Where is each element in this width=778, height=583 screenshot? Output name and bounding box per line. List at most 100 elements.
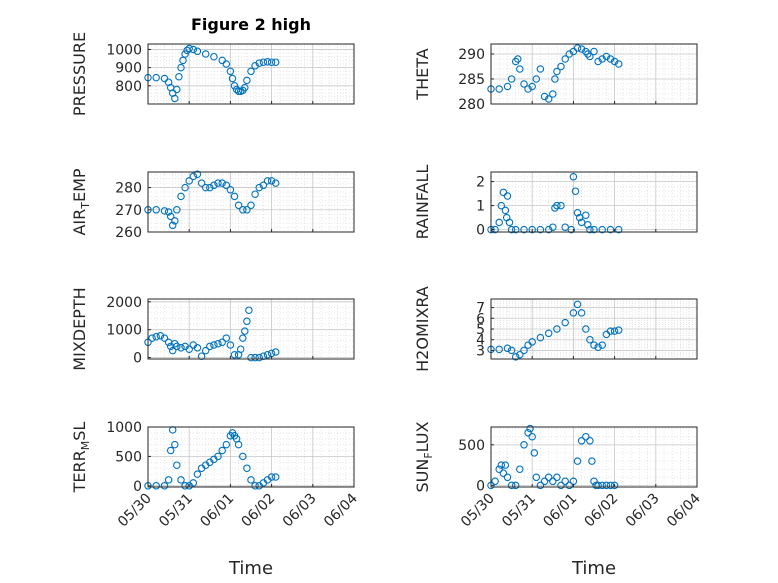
data-point-pressure (193, 47, 202, 56)
plot-area-rainfall (491, 172, 697, 232)
data-point-pressure (175, 72, 183, 81)
data-point-mixdepth (251, 353, 259, 362)
data-point-rainfall (577, 218, 586, 227)
data-point-mixdepth (193, 344, 202, 352)
data-point-rainfall (569, 173, 578, 181)
data-point-mixdepth (218, 338, 226, 347)
y-tick-label: 800 (115, 79, 142, 95)
data-point-terr-msl (189, 479, 198, 487)
y-tick-label: 260 (115, 225, 142, 241)
data-point-theta (557, 62, 565, 71)
figure-title: Figure 2 high (191, 15, 311, 34)
data-point-theta (532, 75, 541, 83)
x-tick-label: 06/01 (197, 491, 237, 531)
data-point-rainfall (536, 225, 545, 234)
y-tick-label: 0 (133, 479, 142, 495)
data-point-theta (549, 90, 557, 98)
y-tick-label: 1000 (106, 420, 142, 436)
data-point-h2omixra (495, 345, 503, 354)
data-point-mixdepth (206, 342, 214, 351)
y-tick-label: 1 (476, 199, 485, 215)
data-point-air-temp (259, 181, 268, 190)
data-point-sun-flux (532, 473, 541, 482)
data-point-rainfall (511, 225, 520, 234)
x-tick-label: 05/30 (115, 491, 155, 531)
data-point-pressure (241, 83, 249, 92)
data-point-h2omixra (516, 350, 524, 359)
data-point-sun-flux (499, 469, 508, 477)
data-point-sun-flux (495, 465, 503, 473)
data-point-h2omixra (569, 309, 578, 317)
data-point-theta (551, 75, 559, 83)
y-axis-label-h2omixra: H2OMIXRA (413, 286, 432, 372)
y-tick-label: 2 (476, 175, 485, 191)
data-point-air-temp (243, 206, 251, 214)
data-point-terr-msl (152, 482, 160, 490)
data-point-sun-flux (561, 477, 569, 486)
data-point-rainfall (553, 201, 561, 210)
data-point-theta (503, 82, 512, 91)
data-point-theta (584, 50, 592, 58)
data-point-sun-flux (507, 481, 516, 490)
data-point-terr-msl (166, 446, 175, 455)
data-point-rainfall (575, 213, 584, 222)
data-point-h2omixra (561, 318, 569, 327)
data-point-sun-flux (553, 473, 561, 482)
data-point-pressure (173, 85, 181, 94)
data-point-theta (577, 45, 586, 53)
data-point-air-temp (189, 172, 198, 181)
data-point-sun-flux (528, 432, 536, 441)
data-point-mixdepth (177, 344, 185, 352)
data-point-air-temp (185, 177, 193, 185)
data-point-terr-msl (267, 473, 276, 481)
data-point-air-temp (177, 192, 185, 201)
data-point-rainfall (505, 218, 514, 227)
data-point-theta (602, 52, 611, 61)
axes-frame-pressure (147, 43, 355, 105)
data-point-rainfall (557, 201, 565, 210)
data-point-pressure (226, 67, 235, 76)
data-point-theta (514, 55, 522, 63)
data-point-pressure (234, 87, 243, 96)
y-tick-label: 0 (476, 223, 485, 239)
data-point-sun-flux (590, 477, 598, 486)
y-axis-label-sun-flux: SUNFLUX (413, 421, 435, 492)
data-point-h2omixra (606, 327, 615, 335)
data-point-sun-flux (540, 477, 549, 486)
data-point-sun-flux (516, 465, 524, 473)
data-point-pressure (267, 58, 276, 66)
data-point-pressure (179, 56, 187, 65)
data-point-rainfall (614, 225, 623, 234)
data-point-air-temp (152, 206, 160, 214)
data-point-sun-flux (582, 432, 590, 441)
plot-area-mixdepth (148, 299, 354, 359)
data-point-h2omixra (610, 327, 619, 335)
data-point-terr-msl (271, 473, 280, 481)
x-tick-label: 06/02 (582, 491, 622, 531)
data-point-air-temp (247, 201, 255, 210)
data-point-pressure (259, 58, 268, 66)
data-point-terr-msl (193, 470, 202, 478)
data-point-air-temp (201, 183, 210, 192)
y-tick-label: 5 (476, 322, 485, 338)
data-point-rainfall (551, 204, 559, 212)
data-point-theta (520, 80, 528, 88)
data-point-pressure (230, 82, 239, 90)
data-point-sun-flux (606, 481, 615, 490)
data-point-pressure (185, 44, 193, 53)
data-point-sun-flux (610, 481, 619, 490)
data-point-h2omixra (507, 346, 516, 355)
data-point-air-temp (171, 217, 179, 225)
data-point-rainfall (590, 225, 598, 234)
data-point-rainfall (573, 209, 582, 217)
data-point-sun-flux (526, 424, 534, 433)
data-point-rainfall (503, 192, 512, 200)
data-point-rainfall (497, 201, 506, 210)
data-point-rainfall (561, 223, 569, 231)
data-point-mixdepth (156, 332, 165, 340)
x-axis-label-left: Time (228, 558, 273, 579)
data-point-mixdepth (271, 348, 280, 356)
data-point-mixdepth (152, 332, 160, 341)
x-tick-label: 06/04 (321, 490, 361, 530)
data-point-air-temp (214, 179, 222, 187)
